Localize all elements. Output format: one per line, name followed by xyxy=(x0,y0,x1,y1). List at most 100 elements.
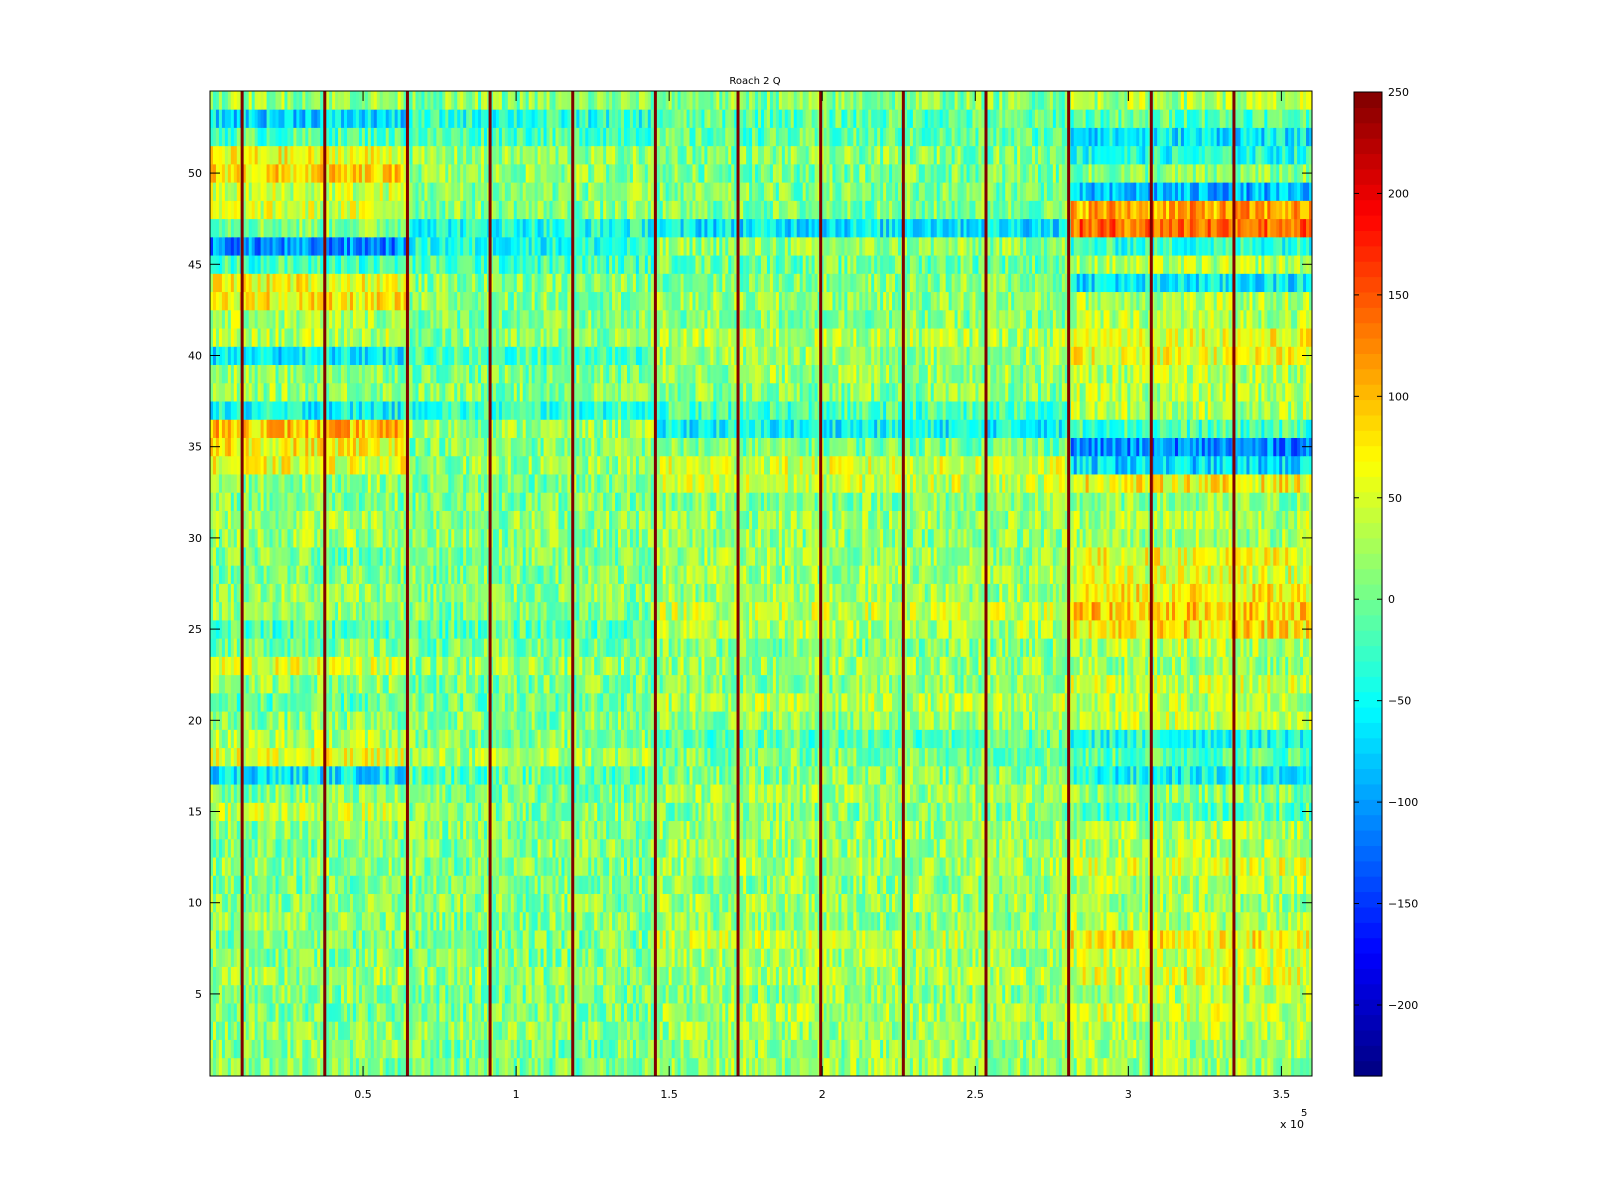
heatmap-cell xyxy=(421,1057,426,1076)
heatmap-cell xyxy=(969,1003,974,1022)
heatmap-cell xyxy=(903,948,908,967)
heatmap-cell xyxy=(740,1057,744,1076)
heatmap-cell xyxy=(1192,966,1197,986)
heatmap-cell xyxy=(895,930,899,949)
heatmap-cell xyxy=(355,1057,360,1076)
heatmap-cell xyxy=(743,1003,747,1022)
heatmap-cell xyxy=(254,1039,259,1059)
heatmap-cell xyxy=(1282,1039,1286,1059)
heatmap-cell xyxy=(373,911,378,931)
heatmap-cell xyxy=(1297,930,1301,949)
heatmap-cell xyxy=(707,911,711,931)
heatmap-cell xyxy=(862,966,866,986)
heatmap-cell xyxy=(728,1003,732,1022)
heatmap-cell xyxy=(352,1021,357,1040)
heatmap-cell xyxy=(826,984,831,1004)
heatmap-cell xyxy=(421,948,426,967)
heatmap-cell xyxy=(579,1057,583,1076)
heatmap-cell xyxy=(1029,1021,1033,1040)
heatmap-cell xyxy=(951,1057,956,1076)
heatmap-cell xyxy=(218,911,223,931)
heatmap-cell xyxy=(549,984,554,1004)
heatmap-cell xyxy=(781,1039,786,1059)
heatmap-cell xyxy=(835,966,840,986)
heatmap-cell xyxy=(543,930,548,949)
heatmap-cell xyxy=(1282,1057,1286,1076)
heatmap-cell xyxy=(1276,1039,1280,1059)
heatmap-cell xyxy=(236,984,241,1004)
heatmap-cell xyxy=(591,1003,595,1022)
heatmap-cell xyxy=(385,1021,390,1040)
heatmap-cell xyxy=(662,1039,667,1059)
heatmap-cell xyxy=(460,948,464,967)
heatmap-cell xyxy=(906,984,911,1004)
heatmap-cell xyxy=(847,930,851,949)
heatmap-cell xyxy=(892,948,896,967)
heatmap-cell xyxy=(421,966,426,986)
heatmap-cell xyxy=(749,948,753,967)
heatmap-cell xyxy=(278,984,283,1004)
heatmap-cell xyxy=(1026,911,1030,931)
heatmap-cell xyxy=(305,1021,309,1040)
heatmap-cell xyxy=(1049,1003,1054,1022)
heatmap-cell xyxy=(758,1057,762,1076)
heatmap-cell xyxy=(1172,1039,1176,1059)
heatmap-cell xyxy=(1124,1003,1128,1022)
heatmap-cell xyxy=(361,948,366,967)
heatmap-cell xyxy=(838,1021,843,1040)
heatmap-cell xyxy=(320,930,324,949)
heatmap-cell xyxy=(680,966,685,986)
heatmap-cell xyxy=(558,930,563,949)
heatmap-cell xyxy=(1279,911,1283,931)
heatmap-cell xyxy=(772,911,777,931)
heatmap-cell xyxy=(230,984,235,1004)
heatmap-cell xyxy=(1177,911,1182,931)
heatmap-cell xyxy=(305,930,309,949)
heatmap-cell xyxy=(329,911,333,931)
heatmap-cell xyxy=(448,948,452,967)
heatmap-cell xyxy=(1192,1021,1197,1040)
heatmap-cell xyxy=(1204,1039,1209,1059)
heatmap-cell xyxy=(1225,948,1230,967)
heatmap-cell xyxy=(826,966,831,986)
heatmap-cell xyxy=(513,948,518,967)
heatmap-cell xyxy=(1309,1057,1312,1076)
heatmap-cell xyxy=(772,1039,777,1059)
heatmap-cell xyxy=(1306,966,1310,986)
heatmap-cell xyxy=(284,911,289,931)
heatmap-cell xyxy=(540,1039,545,1059)
heatmap-cell xyxy=(501,948,506,967)
heatmap-cell xyxy=(996,930,1000,949)
heatmap-cell xyxy=(1237,911,1242,931)
heatmap-cell xyxy=(799,1039,804,1059)
heatmap-cell xyxy=(802,984,807,1004)
heatmap-cell xyxy=(314,948,318,967)
heatmap-cell xyxy=(469,984,473,1004)
heatmap-cell xyxy=(1014,930,1018,949)
heatmap-cell xyxy=(221,1003,226,1022)
heatmap-cell xyxy=(1085,948,1090,967)
heatmap-cell xyxy=(296,1021,300,1040)
heatmap-cell xyxy=(1103,1057,1108,1076)
heatmap-cell xyxy=(621,1057,625,1076)
heatmap-cell xyxy=(1082,1021,1087,1040)
heatmap-cell xyxy=(880,1039,884,1059)
heatmap-cell xyxy=(504,930,509,949)
heatmap-cell xyxy=(683,911,688,931)
heatmap-cell xyxy=(1273,984,1277,1004)
heatmap-cell xyxy=(1073,1021,1078,1040)
heatmap-cell xyxy=(859,930,863,949)
heatmap-cell xyxy=(525,948,530,967)
heatmap-cell xyxy=(1234,1057,1239,1076)
heatmap-cell xyxy=(1189,1039,1194,1059)
heatmap-cell xyxy=(415,930,420,949)
heatmap-cell xyxy=(1249,1039,1254,1059)
heatmap-cell xyxy=(728,930,732,949)
heatmap-cell xyxy=(263,1039,268,1059)
heatmap-cell xyxy=(615,1057,619,1076)
heatmap-cell xyxy=(585,984,589,1004)
heatmap-cell xyxy=(1005,1039,1009,1059)
heatmap-cell xyxy=(361,911,366,931)
heatmap-cell xyxy=(433,948,437,967)
heatmap-cell xyxy=(379,984,384,1004)
